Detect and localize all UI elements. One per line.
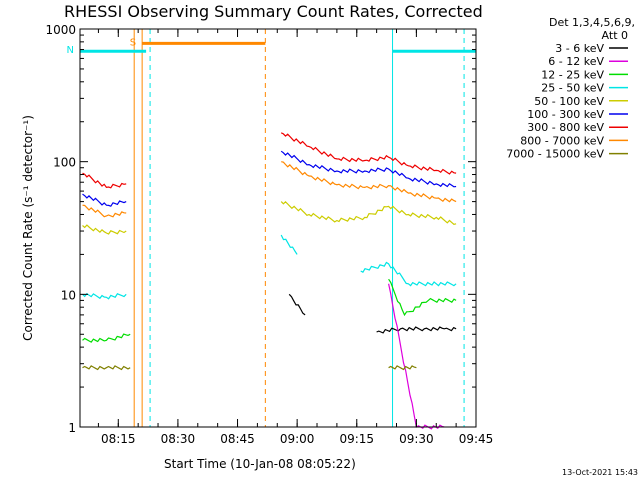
legend-header-line-2: Att 0: [602, 29, 628, 42]
series-line: [82, 224, 127, 235]
legend-entry-label: 6 - 12 keV: [548, 55, 604, 68]
footer-date: 13-Oct-2021 15:43: [562, 468, 638, 477]
y-tick-label: 1: [68, 421, 76, 435]
legend-entry-label: 12 - 25 keV: [541, 68, 604, 81]
series-line: [280, 150, 457, 188]
series-line: [82, 292, 127, 300]
chart-title: RHESSI Observing Summary Count Rates, Co…: [64, 2, 483, 21]
interval-label: S: [130, 37, 136, 48]
series-line: [82, 172, 127, 189]
legend-entry-label: 300 - 800 keV: [527, 121, 604, 134]
series-line: [388, 283, 445, 430]
series-line: [82, 333, 131, 343]
series-line: [388, 365, 417, 371]
x-tick-label: 09:00: [280, 432, 315, 446]
y-tick-label: 100: [53, 156, 76, 170]
series-line: [82, 204, 127, 218]
series-line: [280, 200, 457, 225]
y-tick-label: 1000: [45, 23, 76, 37]
series-line: [376, 326, 457, 334]
x-tick-label: 08:15: [101, 432, 136, 446]
series-line: [280, 132, 457, 175]
plot-area: SN: [67, 29, 476, 430]
x-tick-label: 09:30: [399, 432, 434, 446]
series-line: [360, 261, 457, 287]
x-tick-label: 08:45: [220, 432, 255, 446]
legend-entry-label: 800 - 7000 keV: [520, 134, 604, 147]
x-tick-label: 08:30: [161, 432, 196, 446]
x-axis-label: Start Time (10-Jan-08 08:05:22): [164, 457, 356, 471]
x-tick-label: 09:45: [459, 432, 494, 446]
series-line: [281, 161, 457, 203]
plot-frame: [79, 28, 477, 428]
series-line: [288, 293, 306, 316]
series-line: [388, 278, 457, 317]
axes: 1000 100 10 1 08:15 08:30 08:45 09:00 09:15 09:30…: [45, 23, 493, 446]
legend-entry-label: 50 - 100 keV: [534, 95, 604, 108]
series-line: [82, 193, 127, 207]
legend-entry-label: 25 - 50 keV: [541, 82, 604, 95]
series-line: [280, 234, 298, 255]
y-tick-label: 10: [61, 288, 76, 302]
legend-entry-label: 3 - 6 keV: [555, 42, 604, 55]
series-line: [82, 365, 131, 371]
y-axis-label: Corrected Count Rate (s⁻¹ detector⁻¹): [21, 115, 35, 341]
legend-entry-label: 100 - 300 keV: [527, 108, 604, 121]
interval-label: N: [67, 45, 74, 56]
legend-entry-label: 7000 - 15000 keV: [506, 148, 604, 161]
x-tick-label: 09:15: [339, 432, 374, 446]
legend-header-line-1: Det 1,3,4,5,6,9,: [549, 16, 635, 29]
